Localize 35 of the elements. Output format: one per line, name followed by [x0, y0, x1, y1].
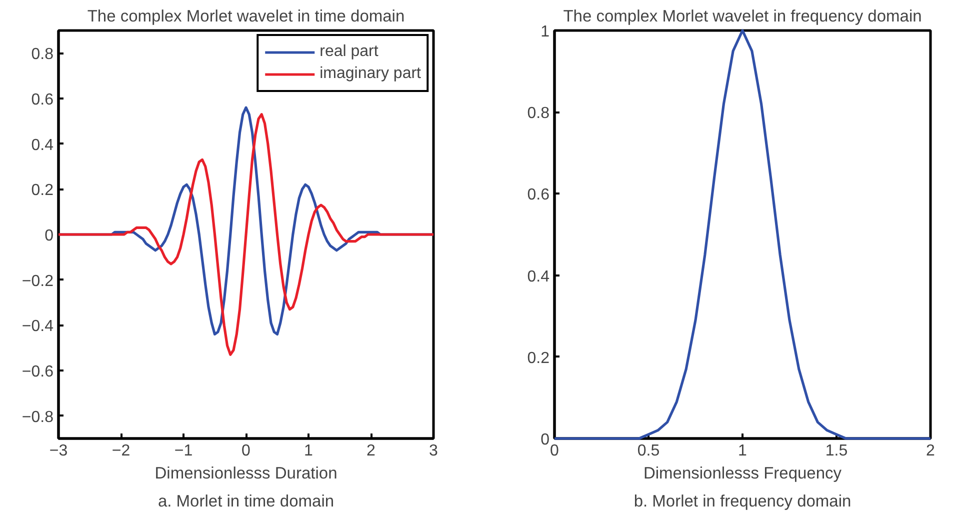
- x-tick-label: 1: [738, 442, 748, 460]
- y-tick-label: 0.2: [527, 350, 550, 367]
- y-tick-label: 0.8: [31, 46, 54, 64]
- y-tick-label: 0.8: [527, 105, 550, 122]
- text: b. Morlet in frequency domain: [634, 492, 852, 510]
- y-tick-label: 0.6: [31, 92, 54, 108]
- x-axis-title: Dimensionlesss Duration: [154, 464, 338, 482]
- y-tick-label: 0.4: [31, 136, 54, 154]
- y-tick-label: −0.6: [22, 364, 54, 380]
- line-series: [553, 29, 932, 440]
- y-tick-label: 1: [540, 24, 550, 40]
- x-tick-label: −2: [112, 442, 130, 460]
- x-tick-label: −1: [174, 442, 193, 460]
- x-tick-label: −3: [49, 442, 68, 460]
- chart-title: The complex Morlet wavelet in time domain: [87, 8, 405, 26]
- chart-title: The complex Morlet wavelet in frequency domain: [563, 8, 922, 26]
- y-tick-label: 0.4: [527, 268, 550, 286]
- y-tick-label: −0.4: [22, 318, 54, 336]
- x-axis-title: Dimensionlesss Frequency: [643, 464, 842, 482]
- x-tick-label: 1: [304, 442, 314, 460]
- y-tick-label: 0: [44, 228, 54, 244]
- x-tick-label: 0: [242, 442, 251, 460]
- x-tick-label: 2: [926, 442, 936, 460]
- x-tick-label: 2: [366, 442, 376, 460]
- x-tick-label: 0.5: [637, 442, 660, 460]
- y-tick-label: 0: [540, 432, 550, 448]
- legend-label: imaginary part: [320, 65, 421, 83]
- y-tick-label: −0.2: [22, 272, 54, 290]
- legend-label: real part: [320, 43, 378, 61]
- x-tick-label: 3: [429, 442, 438, 460]
- y-tick-label: 0.6: [527, 186, 550, 204]
- text: a. Morlet in time domain: [158, 492, 334, 510]
- y-tick-label: 0.2: [31, 182, 54, 200]
- y-tick-label: −0.8: [22, 408, 54, 426]
- x-tick-label: 1.5: [825, 442, 848, 460]
